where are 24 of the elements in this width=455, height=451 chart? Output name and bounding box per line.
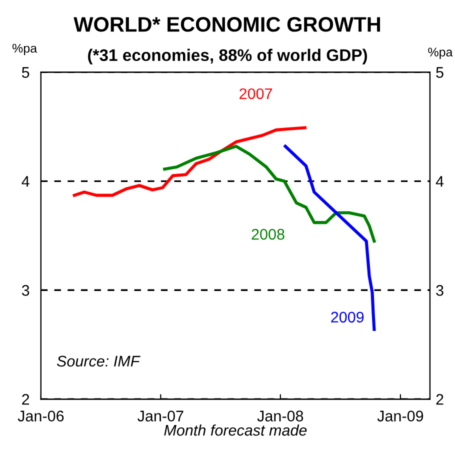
- chart-title: WORLD* ECONOMIC GROWTH: [74, 17, 380, 32]
- chart-subtitle: (*31 economies, 88% of world GDP): [88, 48, 367, 64]
- y-tick-label: 5: [22, 67, 30, 78]
- line-series: [284, 144, 376, 331]
- x-tick-label: Jan-07: [138, 410, 184, 422]
- y-tick-label: 2: [22, 394, 30, 405]
- series-label: 2008: [252, 228, 284, 240]
- y2-axis-title: %pa: [428, 48, 453, 59]
- y-tick-label: 3: [22, 285, 30, 296]
- y2-tick-label: 4: [436, 176, 444, 187]
- x-tick-label: Jan-06: [18, 410, 64, 422]
- line-series: [72, 126, 307, 197]
- line-series: [163, 144, 376, 243]
- annotation: Source: IMF: [56, 356, 140, 367]
- y2-tick-label: 5: [436, 67, 444, 78]
- x-axis-title: Month forecast made: [164, 424, 307, 436]
- y-axis-title: %pa: [12, 44, 38, 56]
- series-label: 2009: [331, 312, 364, 323]
- text: 2007: [240, 88, 272, 100]
- y2-tick-label: 2: [436, 394, 444, 405]
- y2-tick-label: 3: [436, 285, 444, 296]
- y-tick-label: 4: [22, 176, 30, 187]
- x-tick-label: Jan-09: [377, 410, 424, 422]
- x-tick-label: Jan-08: [257, 410, 304, 422]
